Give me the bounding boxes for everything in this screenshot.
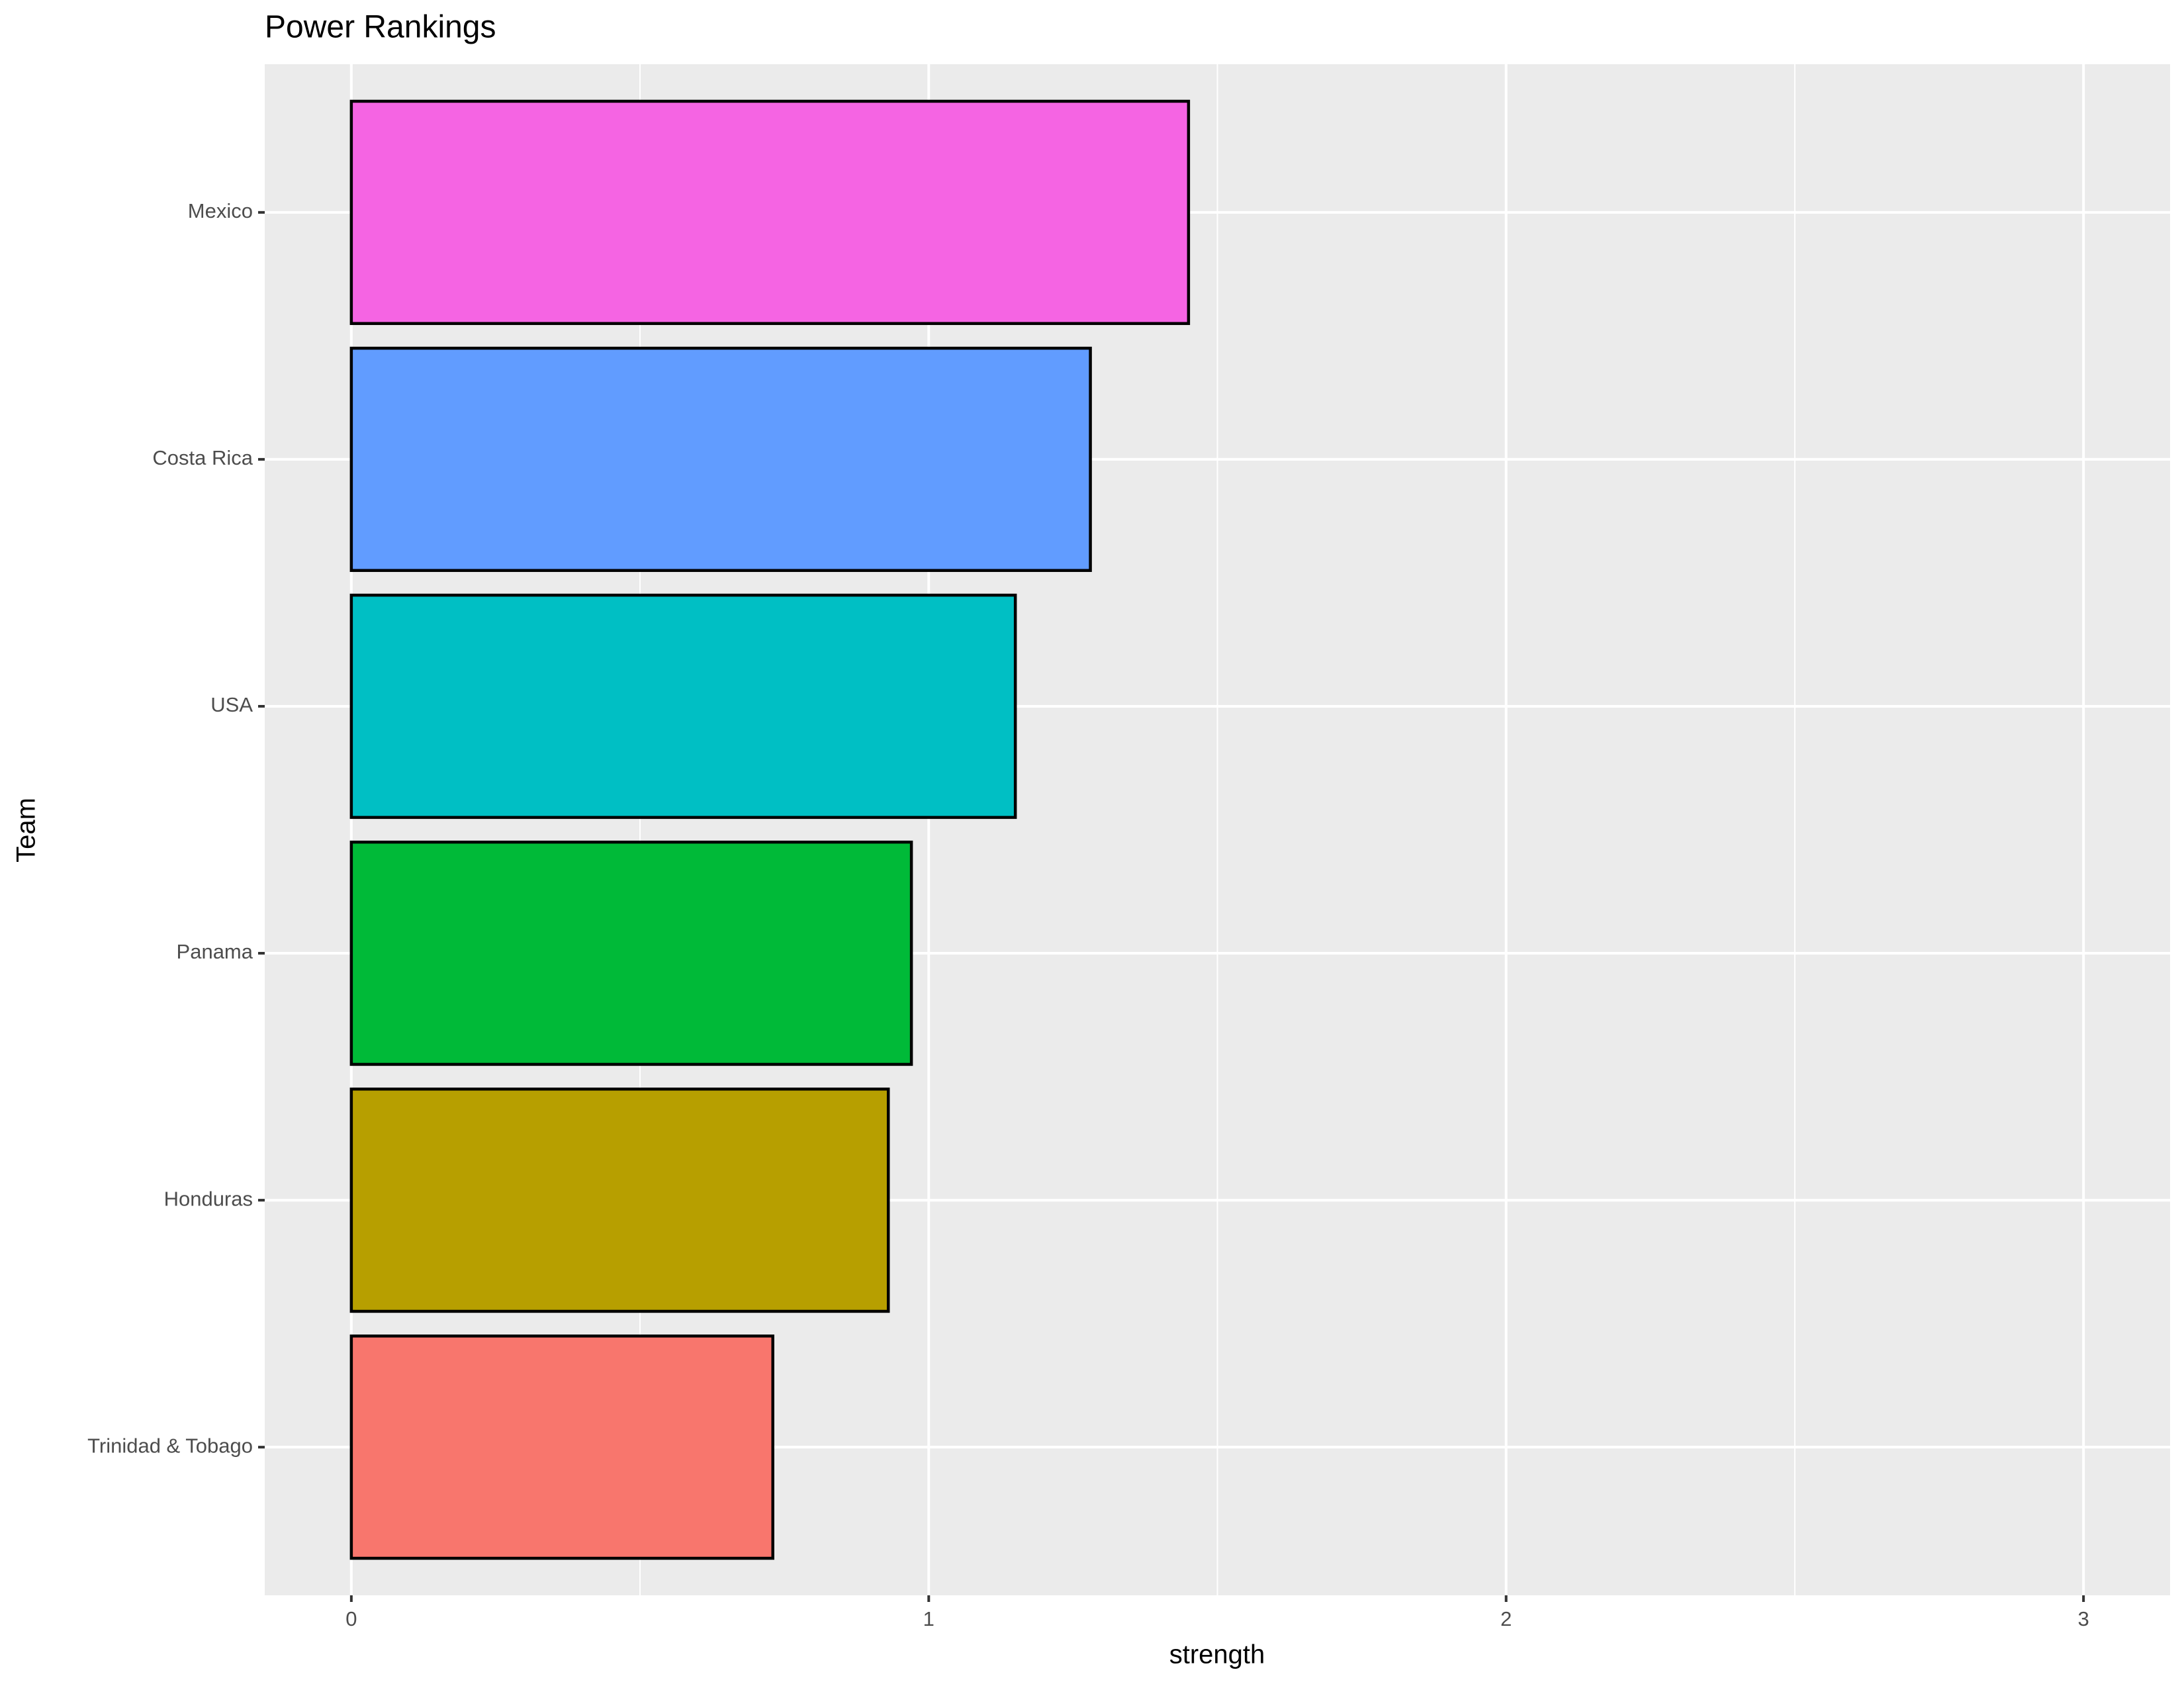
x-tick-label: 1 xyxy=(923,1607,934,1630)
x-tick-label: 3 xyxy=(2078,1607,2089,1630)
bar xyxy=(349,1335,774,1560)
bar xyxy=(349,840,913,1066)
y-tick-label: Panama xyxy=(177,940,253,963)
y-tick-label: Honduras xyxy=(164,1187,253,1210)
bar xyxy=(349,1087,890,1313)
y-tick-label: USA xyxy=(210,693,253,716)
bar xyxy=(349,99,1191,325)
chart-title: Power Rankings xyxy=(265,10,496,45)
x-axis-title: strength xyxy=(1169,1640,1265,1669)
x-tick-label: 2 xyxy=(1500,1607,1512,1630)
y-tick-label: Mexico xyxy=(188,199,253,222)
bar xyxy=(349,593,1017,820)
y-tick-label: Costa Rica xyxy=(152,446,253,469)
x-tick-label: 0 xyxy=(345,1607,357,1630)
y-tick-label: Trinidad & Tobago xyxy=(87,1434,253,1457)
bar xyxy=(349,346,1092,573)
y-axis-title: Team xyxy=(12,798,41,863)
